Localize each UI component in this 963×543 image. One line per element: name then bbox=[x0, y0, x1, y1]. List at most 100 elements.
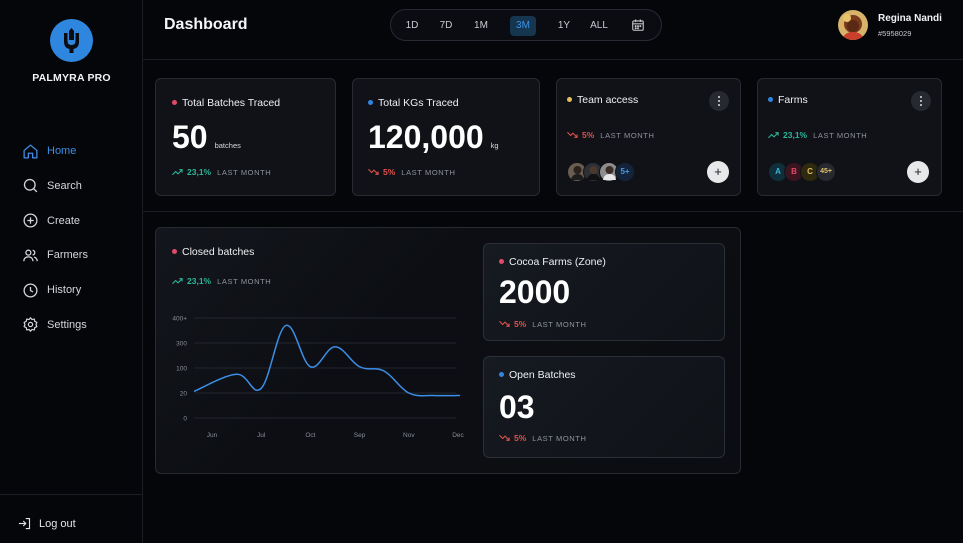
trend-label: LAST MONTH bbox=[532, 433, 587, 443]
sidebar-item-search[interactable]: Search bbox=[22, 176, 88, 196]
trend-label: LAST MONTH bbox=[217, 276, 272, 286]
avatar[interactable] bbox=[583, 162, 603, 182]
series-line bbox=[193, 324, 461, 397]
closed-batches-chart: 0 20 100 300 400+ Jun Jul Oct Sep Nov Dec bbox=[172, 316, 464, 440]
home-icon bbox=[23, 143, 38, 159]
card-title: Total Batches Traced bbox=[172, 97, 280, 109]
sidebar-item-label: Settings bbox=[47, 318, 87, 331]
status-dot bbox=[567, 96, 572, 102]
trend-percent: 5% bbox=[582, 130, 595, 140]
trend-indicator: 23,1% LAST MONTH bbox=[172, 276, 271, 286]
trend-percent: 5% bbox=[514, 319, 527, 329]
user-id: #5958029 bbox=[878, 29, 912, 38]
add-team-member-button[interactable]: + bbox=[707, 161, 729, 183]
sidebar-item-settings[interactable]: Settings bbox=[22, 315, 88, 335]
user-avatar[interactable] bbox=[838, 10, 868, 40]
calendar-icon[interactable] bbox=[631, 18, 645, 32]
card-title-text: Team access bbox=[577, 94, 639, 106]
range-7d-button[interactable]: 7D bbox=[439, 20, 453, 31]
y-tick-label: 20 bbox=[180, 391, 188, 398]
trend-up-icon bbox=[172, 278, 183, 285]
page-title: Dashboard bbox=[164, 16, 248, 33]
avatar-photo-icon bbox=[838, 10, 868, 40]
logout-button[interactable]: Log out bbox=[17, 516, 76, 531]
card-title: Total KGs Traced bbox=[368, 97, 459, 109]
logo-icon bbox=[64, 28, 79, 53]
trend-indicator: 23,1% LAST MONTH bbox=[172, 167, 271, 177]
range-1m-button[interactable]: 1M bbox=[474, 20, 488, 31]
y-tick-label: 0 bbox=[183, 416, 187, 423]
card-title-text: Farms bbox=[778, 94, 808, 106]
avatar-more-count[interactable]: 45+ bbox=[816, 162, 836, 182]
value-unit: kg bbox=[490, 141, 499, 150]
cocoa-farms-value: 2000 bbox=[499, 274, 571, 310]
brand-logo[interactable] bbox=[50, 19, 93, 62]
x-tick-label: Dec bbox=[452, 432, 464, 439]
avatar[interactable]: C bbox=[800, 162, 820, 182]
trend-label: LAST MONTH bbox=[813, 130, 868, 140]
range-1d-button[interactable]: 1D bbox=[405, 20, 419, 31]
trend-label: LAST MONTH bbox=[217, 167, 272, 177]
card-title-text: Closed batches bbox=[182, 246, 255, 258]
trend-up-icon bbox=[172, 169, 183, 176]
farms-more-button[interactable] bbox=[911, 91, 931, 111]
value-number: 50 bbox=[172, 119, 208, 155]
sidebar-item-label: Home bbox=[47, 145, 77, 157]
value-unit: batches bbox=[214, 141, 241, 150]
sidebar-item-label: Search bbox=[47, 179, 82, 192]
y-tick-label: 100 bbox=[176, 366, 187, 373]
x-tick-label: Nov bbox=[403, 432, 415, 439]
sidebar-item-history[interactable]: History bbox=[22, 280, 88, 300]
trend-label: LAST MONTH bbox=[600, 130, 655, 140]
time-range-selector: 1D 7D 1M 3M 1Y ALL bbox=[390, 9, 662, 41]
avatar[interactable] bbox=[599, 162, 619, 182]
status-dot bbox=[768, 96, 773, 102]
team-more-button[interactable] bbox=[709, 91, 729, 111]
card-title-text: Open Batches bbox=[509, 369, 576, 381]
add-farm-button[interactable]: + bbox=[907, 161, 929, 183]
sidebar-item-farmers[interactable]: Farmers bbox=[22, 245, 88, 265]
farm-avatars: A B C 45+ bbox=[768, 162, 836, 182]
trend-down-icon bbox=[567, 131, 578, 138]
trend-up-icon bbox=[768, 132, 779, 139]
trend-label: LAST MONTH bbox=[532, 319, 587, 329]
trend-indicator: 5% LAST MONTH bbox=[499, 319, 587, 329]
range-3m-button[interactable]: 3M bbox=[510, 16, 536, 36]
logout-section: Log out bbox=[0, 494, 143, 543]
range-all-button[interactable]: ALL bbox=[590, 20, 608, 31]
avatar-more-count[interactable]: 5+ bbox=[615, 162, 635, 182]
brand-name: PALMYRA PRO bbox=[32, 72, 111, 84]
card-title: Team access bbox=[567, 94, 638, 106]
x-tick-label: Jun bbox=[207, 432, 218, 439]
y-tick-label: 300 bbox=[176, 341, 187, 348]
y-tick-label: 400+ bbox=[172, 316, 187, 323]
card-title-text: Cocoa Farms (Zone) bbox=[509, 256, 606, 268]
trend-down-icon bbox=[499, 434, 510, 441]
card-open-batches: Open Batches 03 5% LAST MONTH bbox=[483, 356, 725, 458]
logout-label: Log out bbox=[39, 517, 76, 530]
logout-icon bbox=[18, 517, 31, 530]
card-title-text: Total KGs Traced bbox=[378, 97, 459, 109]
trend-percent: 5% bbox=[383, 167, 396, 177]
sidebar-item-label: Farmers bbox=[47, 249, 88, 262]
range-1y-button[interactable]: 1Y bbox=[557, 20, 571, 31]
sidebar-item-create[interactable]: Create bbox=[22, 211, 88, 231]
closed-batches-panel: Closed batches 23,1% LAST MONTH 0 20 100 30… bbox=[155, 227, 741, 474]
trend-percent: 23,1% bbox=[783, 130, 808, 140]
status-dot bbox=[499, 371, 504, 377]
trend-label: LAST MONTH bbox=[401, 167, 456, 177]
status-dot bbox=[172, 99, 177, 105]
sidebar-item-home[interactable]: Home bbox=[22, 141, 88, 161]
sidebar-item-label: History bbox=[47, 284, 82, 297]
avatar[interactable] bbox=[567, 162, 587, 182]
card-total-batches: Total Batches Traced 50 batches 23,1% LAS… bbox=[155, 78, 336, 196]
card-title: Closed batches bbox=[172, 246, 254, 258]
trend-indicator: 23,1% LAST MONTH bbox=[768, 130, 867, 140]
open-batches-value: 03 bbox=[499, 389, 535, 425]
status-dot bbox=[368, 99, 373, 105]
x-tick-label: Jul bbox=[257, 432, 266, 439]
gear-icon bbox=[23, 317, 38, 333]
section-divider bbox=[143, 211, 963, 212]
user-name: Regina Nandi bbox=[878, 13, 942, 24]
card-title-text: Total Batches Traced bbox=[182, 97, 281, 109]
